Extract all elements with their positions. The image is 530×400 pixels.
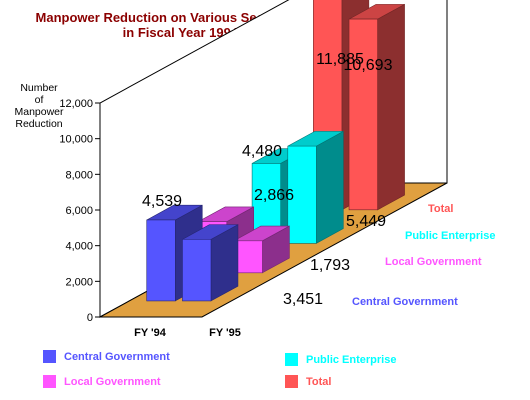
- y-axis-label-line-2: of: [34, 94, 44, 106]
- category-label-0: FY '94: [134, 327, 167, 339]
- value-label-central-government-fy95: 3,451: [283, 291, 323, 308]
- y-tick-label: 4,000: [65, 241, 93, 253]
- value-label-local-government-fy94: 2,866: [254, 187, 294, 204]
- value-label-total-fy95: 10,693: [344, 57, 393, 74]
- bar-public-enterprise-fy95: [287, 130, 344, 244]
- y-axis-label-line-4: Reduction: [15, 118, 63, 130]
- y-tick-label: 0: [87, 312, 93, 324]
- bar-public-enterprise-fy95-front: [287, 145, 317, 244]
- bar-public-enterprise-fy95-side: [316, 130, 344, 244]
- bar-total-fy95-front: [348, 18, 378, 211]
- value-label-central-government-fy94: 4,539: [142, 193, 182, 210]
- value-label-public-enterprise-fy95: 5,449: [346, 213, 386, 230]
- y-axis-label-line-1: Number: [20, 82, 58, 94]
- y-tick-label: 2,000: [65, 276, 93, 288]
- bar-local-government-fy95: [233, 225, 290, 274]
- bar-total-fy95: [348, 3, 405, 211]
- series-label-public-enterprise: Public Enterprise: [405, 230, 495, 242]
- bar-central-government-fy94-front: [146, 219, 176, 302]
- y-tick-label: 12,000: [59, 98, 93, 110]
- bar-central-government-fy95: [182, 224, 239, 302]
- y-axis-label-line-3: Manpower: [14, 106, 64, 118]
- y-axis-label: Number of Manpower Reduction: [2, 82, 76, 130]
- value-label-total-fy94: 11,885: [316, 51, 364, 68]
- series-label-total: Total: [428, 203, 453, 215]
- bar-central-government-fy95-front: [182, 239, 212, 302]
- y-tick-label: 8,000: [65, 169, 93, 181]
- value-label-public-enterprise-fy94: 4,480: [242, 143, 282, 160]
- value-label-local-government-fy95: 1,793: [310, 257, 350, 274]
- y-tick-label: 10,000: [59, 134, 93, 146]
- y-tick-label: 6,000: [65, 205, 93, 217]
- series-label-local-government: Local Government: [385, 256, 482, 268]
- category-label-1: FY '95: [209, 327, 241, 339]
- bar-total-fy95-side: [377, 3, 405, 211]
- series-label-central-government: Central Government: [352, 296, 458, 308]
